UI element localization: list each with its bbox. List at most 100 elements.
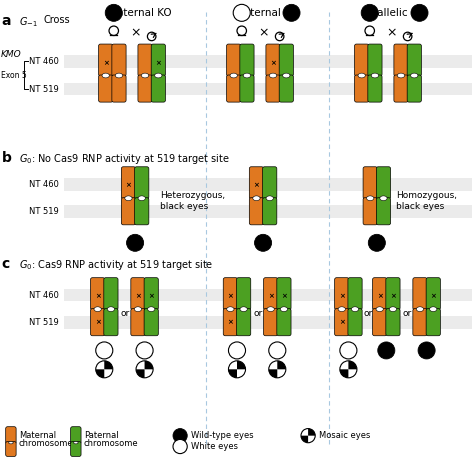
FancyBboxPatch shape xyxy=(249,198,264,225)
Ellipse shape xyxy=(429,307,437,312)
Bar xyxy=(64,83,472,95)
FancyBboxPatch shape xyxy=(104,278,118,310)
Ellipse shape xyxy=(147,307,155,312)
Text: Biallelic KO: Biallelic KO xyxy=(367,8,425,18)
FancyBboxPatch shape xyxy=(112,75,126,102)
Text: ×: × xyxy=(130,26,140,40)
Circle shape xyxy=(378,342,395,359)
Text: ×: × xyxy=(430,294,436,300)
FancyBboxPatch shape xyxy=(6,441,16,456)
Text: ×: × xyxy=(135,294,141,300)
FancyBboxPatch shape xyxy=(266,44,280,76)
Text: Cross: Cross xyxy=(44,15,70,25)
FancyBboxPatch shape xyxy=(277,309,291,336)
FancyBboxPatch shape xyxy=(151,75,165,102)
FancyBboxPatch shape xyxy=(363,198,377,225)
FancyBboxPatch shape xyxy=(237,278,251,310)
Ellipse shape xyxy=(73,442,78,444)
Ellipse shape xyxy=(410,73,418,78)
Ellipse shape xyxy=(338,307,346,312)
Text: chromosome: chromosome xyxy=(84,439,138,448)
FancyBboxPatch shape xyxy=(426,278,440,310)
Circle shape xyxy=(136,361,153,378)
FancyBboxPatch shape xyxy=(413,309,427,336)
FancyBboxPatch shape xyxy=(348,309,362,336)
Text: Maternal: Maternal xyxy=(19,431,56,440)
FancyBboxPatch shape xyxy=(144,309,158,336)
Text: ×: × xyxy=(377,294,383,300)
Circle shape xyxy=(418,342,435,359)
Text: ×: × xyxy=(254,183,259,189)
Polygon shape xyxy=(145,361,153,369)
FancyBboxPatch shape xyxy=(71,427,81,444)
Bar xyxy=(64,55,472,68)
FancyBboxPatch shape xyxy=(138,75,152,102)
Circle shape xyxy=(301,429,315,443)
Ellipse shape xyxy=(266,196,273,201)
FancyBboxPatch shape xyxy=(227,44,241,76)
Ellipse shape xyxy=(107,307,115,312)
FancyBboxPatch shape xyxy=(394,44,408,76)
FancyBboxPatch shape xyxy=(263,198,277,225)
Circle shape xyxy=(173,439,187,454)
Text: or: or xyxy=(364,309,373,319)
Text: ×: × xyxy=(339,294,345,300)
FancyBboxPatch shape xyxy=(386,309,400,336)
FancyBboxPatch shape xyxy=(355,44,369,76)
FancyBboxPatch shape xyxy=(279,75,293,102)
Text: KMO: KMO xyxy=(1,50,22,59)
FancyBboxPatch shape xyxy=(240,75,254,102)
Ellipse shape xyxy=(94,307,101,312)
FancyBboxPatch shape xyxy=(376,198,391,225)
FancyBboxPatch shape xyxy=(135,198,149,225)
FancyBboxPatch shape xyxy=(373,309,387,336)
Text: c: c xyxy=(1,257,9,271)
FancyBboxPatch shape xyxy=(394,75,408,102)
Text: black eyes: black eyes xyxy=(396,202,444,211)
Polygon shape xyxy=(104,361,113,369)
Polygon shape xyxy=(340,369,348,378)
FancyBboxPatch shape xyxy=(99,75,113,102)
Ellipse shape xyxy=(115,73,123,78)
FancyBboxPatch shape xyxy=(227,75,241,102)
Ellipse shape xyxy=(351,307,359,312)
Text: chromosome: chromosome xyxy=(19,439,73,448)
Bar xyxy=(64,205,472,218)
FancyBboxPatch shape xyxy=(151,44,165,76)
Ellipse shape xyxy=(134,307,142,312)
FancyBboxPatch shape xyxy=(263,167,277,199)
Circle shape xyxy=(361,4,378,21)
Ellipse shape xyxy=(141,73,149,78)
Text: ×: × xyxy=(270,60,276,66)
FancyBboxPatch shape xyxy=(426,309,440,336)
Ellipse shape xyxy=(240,307,247,312)
Text: $G_0$: No Cas9 RNP activity at 519 target site: $G_0$: No Cas9 RNP activity at 519 targe… xyxy=(19,152,230,166)
Text: ×: × xyxy=(155,60,161,66)
Ellipse shape xyxy=(376,307,383,312)
FancyBboxPatch shape xyxy=(413,278,427,310)
Text: or: or xyxy=(121,309,130,319)
Ellipse shape xyxy=(138,196,146,201)
Ellipse shape xyxy=(253,196,260,201)
Ellipse shape xyxy=(366,196,374,201)
Text: ×: × xyxy=(258,26,268,40)
FancyBboxPatch shape xyxy=(277,278,291,310)
FancyBboxPatch shape xyxy=(6,427,16,444)
Circle shape xyxy=(368,234,385,251)
Text: Paternal: Paternal xyxy=(84,431,118,440)
FancyBboxPatch shape xyxy=(91,278,105,310)
Circle shape xyxy=(173,429,187,443)
Ellipse shape xyxy=(125,196,132,201)
Circle shape xyxy=(269,342,286,359)
FancyBboxPatch shape xyxy=(121,167,136,199)
FancyBboxPatch shape xyxy=(135,167,149,199)
FancyBboxPatch shape xyxy=(144,278,158,310)
Circle shape xyxy=(340,342,357,359)
Bar xyxy=(64,316,472,329)
Text: or: or xyxy=(403,309,412,319)
Polygon shape xyxy=(96,369,104,378)
FancyBboxPatch shape xyxy=(368,44,382,76)
FancyBboxPatch shape xyxy=(355,75,369,102)
Text: ×: × xyxy=(228,319,233,325)
FancyBboxPatch shape xyxy=(223,309,237,336)
